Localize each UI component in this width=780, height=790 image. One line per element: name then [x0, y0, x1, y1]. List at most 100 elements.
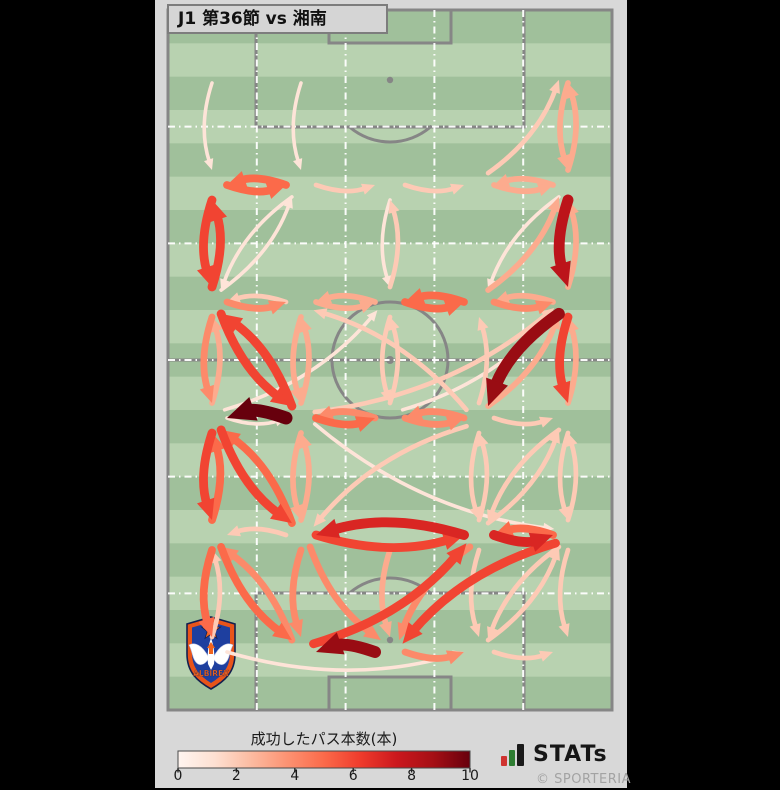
pass-arrow-head [361, 183, 375, 195]
pass-arrow-shaft [233, 293, 289, 305]
pass-arrow-shaft [565, 439, 579, 523]
pass-arrow-shaft [485, 321, 558, 409]
badge-swan-right-wing-icon [212, 643, 234, 665]
pass-arrow-shaft [227, 550, 296, 644]
center-spot [386, 356, 394, 364]
pass-arrow-shaft [485, 553, 559, 643]
pass-arrow-shaft [209, 556, 223, 640]
stats-bars-icon [501, 744, 524, 766]
pass-arrow-head [388, 317, 400, 331]
legend-tick-labels: 0 2 4 6 8 10 [0, 768, 780, 788]
pass-arrow-head [566, 83, 579, 99]
pass-arrow-shaft [216, 425, 284, 519]
pass-arrow-head [313, 513, 327, 527]
pass-arrow-shaft [208, 442, 225, 524]
legend-tick: 10 [461, 768, 479, 784]
goal-area-bottom [327, 675, 453, 712]
pass-arrow-shaft [565, 207, 579, 290]
pass-arrow-head [197, 497, 215, 520]
match-title: J1 第36節 vs 湘南 [167, 4, 388, 34]
pass-arrow-shaft [379, 314, 393, 397]
pass-arrow-head [553, 380, 571, 403]
pass-arrow-shaft [557, 430, 571, 514]
pass-arrow-head [227, 525, 241, 537]
pass-arrow-shaft [476, 323, 490, 406]
pass-arrow-head [528, 532, 553, 552]
pass-arrow-head [547, 196, 561, 213]
pass-arrow-shaft [289, 546, 305, 629]
pass-arrow-head [477, 433, 489, 447]
pass-arrow-shaft [291, 81, 303, 164]
legend-colorbar [177, 750, 471, 773]
pass-arrow-shaft [225, 416, 281, 426]
pass-arrow-shaft [199, 428, 217, 510]
pitch-stripe [168, 43, 612, 78]
pass-arrow-shaft [209, 324, 223, 406]
pass-arrow-head [446, 543, 467, 565]
pass-arrow-shaft [222, 195, 294, 285]
legend-tick: 6 [348, 768, 358, 784]
pass-arrow-shaft [313, 182, 369, 194]
pass-arrow-head [388, 200, 400, 214]
pass-arrow-head [199, 384, 214, 403]
pass-arrow-head [288, 618, 303, 637]
legend-tick: 0 [173, 768, 183, 784]
pass-arrow-head [359, 300, 375, 313]
copyright-note: © SPORTERIA [536, 772, 631, 787]
badge-swan-left-wing-icon [188, 643, 210, 665]
badge-club-name: ALBIREX [193, 669, 229, 678]
pass-arrow-head [445, 650, 464, 665]
legend-title: 成功したパス本数(本) [250, 730, 398, 748]
pass-arrow-head [316, 518, 341, 538]
pass-arrow-shaft [488, 544, 562, 634]
stats-wordmark: STATs [533, 742, 608, 767]
pass-arrow-head [220, 278, 230, 291]
pass-arrow-shaft [217, 543, 285, 636]
pass-arrow-head [405, 288, 426, 304]
pass-arrow-shaft [290, 314, 304, 396]
pass-arrow-head [366, 310, 378, 322]
pass-arrow-shaft [327, 517, 469, 540]
pass-arrow-head [494, 174, 510, 187]
pass-arrow-shaft [228, 434, 296, 527]
pass-arrow-head [549, 429, 560, 444]
pass-arrow-shaft [229, 318, 297, 411]
pass-arrow-head [221, 313, 244, 334]
pass-arrow-shaft [488, 307, 565, 394]
pass-arrow-shaft [199, 195, 217, 277]
pitch-stripe [168, 676, 612, 710]
penalty-spot-bottom [386, 636, 394, 644]
pass-arrow-head [566, 433, 578, 447]
pass-arrow-shaft [491, 649, 547, 661]
pass-arrow-shaft [491, 415, 547, 427]
pass-arrow-head [299, 317, 312, 333]
pass-arrow-head [486, 377, 508, 407]
pass-arrow-shaft [233, 526, 289, 538]
pass-arrow-shaft [485, 204, 559, 293]
pass-arrow-head [550, 260, 571, 287]
pass-arrow-head [313, 308, 328, 320]
pass-arrow-shaft [387, 206, 401, 290]
pass-arrow-shaft [200, 313, 216, 395]
pass-arrow-shaft [202, 81, 214, 164]
pitch-stripe [168, 643, 612, 678]
pass-arrow-shaft [485, 86, 559, 176]
pass-arrow-shaft [320, 310, 469, 413]
pass-arrow-head [227, 397, 258, 421]
pass-arrow-shaft [485, 436, 559, 526]
badge-trident-icon [207, 642, 215, 654]
pass-arrow-head [270, 503, 292, 524]
stats-logo: STATs [501, 742, 608, 767]
pass-arrow-shaft [216, 309, 284, 402]
pass-arrow-shaft [317, 423, 469, 522]
pass-arrow-shaft [225, 650, 458, 672]
pass-arrow-head [477, 317, 489, 331]
pass-arrow-head [402, 622, 423, 644]
pass-arrow-shaft [489, 195, 561, 285]
pass-arrow-head [209, 200, 227, 223]
pass-arrow-shaft [468, 547, 482, 631]
pass-arrow-shaft [199, 546, 216, 628]
legend-tick-marks [177, 768, 471, 773]
pass-arrow-head [534, 300, 553, 315]
center-circle [330, 300, 450, 420]
